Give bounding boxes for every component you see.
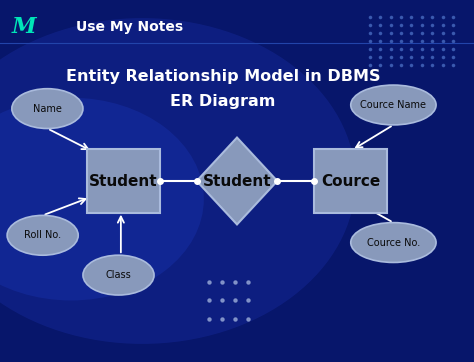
Text: Cource No.: Cource No.	[367, 237, 420, 248]
Text: Roll No.: Roll No.	[24, 230, 61, 240]
Ellipse shape	[83, 255, 154, 295]
Text: Use My Notes: Use My Notes	[76, 20, 183, 34]
Text: Student: Student	[89, 173, 157, 189]
Text: Student: Student	[203, 173, 271, 189]
Ellipse shape	[12, 89, 83, 129]
Circle shape	[0, 18, 356, 344]
Text: M: M	[11, 16, 36, 38]
FancyBboxPatch shape	[86, 150, 160, 213]
Text: Cource: Cource	[321, 173, 380, 189]
Text: Cource Name: Cource Name	[360, 100, 427, 110]
Text: ER Diagram: ER Diagram	[170, 94, 275, 109]
FancyBboxPatch shape	[314, 150, 387, 213]
Ellipse shape	[351, 223, 436, 262]
Ellipse shape	[7, 215, 78, 255]
Text: Name: Name	[33, 104, 62, 114]
Ellipse shape	[351, 85, 436, 125]
Text: Class: Class	[106, 270, 131, 280]
Circle shape	[0, 98, 204, 300]
Polygon shape	[197, 138, 277, 224]
Text: Entity Relationship Model in DBMS: Entity Relationship Model in DBMS	[65, 68, 380, 84]
